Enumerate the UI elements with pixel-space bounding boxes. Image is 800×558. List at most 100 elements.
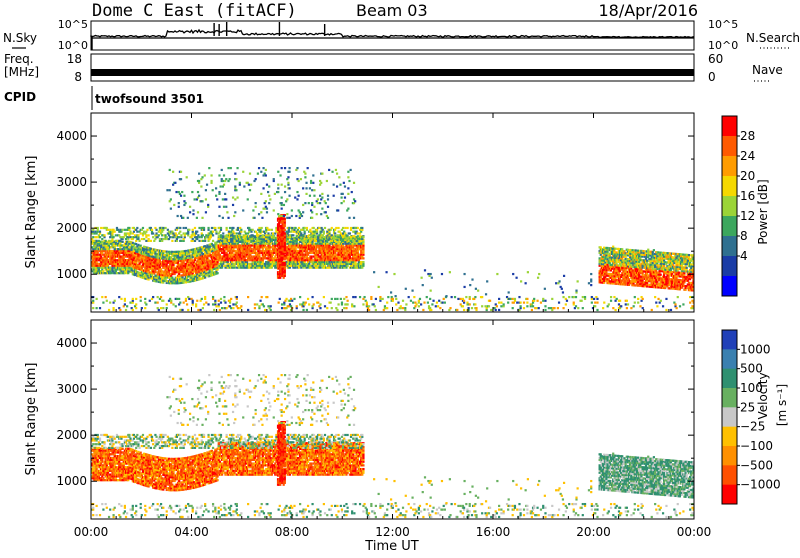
power-cell — [218, 238, 220, 240]
power-cell — [258, 167, 260, 169]
power-cell — [107, 229, 109, 231]
power-cell — [281, 307, 283, 309]
power-cell — [488, 305, 490, 307]
power-cell — [155, 229, 157, 231]
power-cell — [347, 303, 349, 305]
power-cell — [183, 227, 185, 229]
power-cell — [249, 173, 251, 175]
power-cell — [157, 302, 159, 304]
power-cell — [304, 176, 306, 178]
power-cell — [192, 238, 194, 240]
power-cell — [109, 302, 111, 304]
power-cell — [161, 270, 163, 272]
power-cell — [345, 234, 347, 236]
power-cell — [302, 211, 304, 213]
power-cell — [471, 307, 473, 309]
power-cell — [204, 174, 206, 176]
power-cell — [420, 303, 422, 305]
power-cell — [319, 195, 321, 197]
power-cell — [172, 171, 174, 173]
power-cell — [395, 298, 397, 300]
power-cell — [285, 298, 287, 300]
power-cell — [548, 307, 550, 309]
power-cell — [349, 232, 351, 234]
power-cell — [526, 302, 528, 304]
power-cell — [182, 217, 184, 219]
power-cell — [136, 227, 138, 229]
power-cell — [119, 309, 121, 311]
power-cell — [299, 296, 301, 298]
power-cell — [326, 180, 328, 182]
power-cell — [212, 296, 214, 298]
power-cell — [236, 167, 238, 169]
power-cell — [180, 234, 182, 236]
power-cell — [348, 236, 350, 238]
sky-right-tick-bottom: 10^0 — [708, 39, 738, 52]
power-cell — [278, 215, 280, 217]
power-cell — [192, 229, 194, 231]
power-cell — [462, 305, 464, 307]
power-cell — [288, 167, 290, 169]
power-cell — [295, 215, 297, 217]
power-cell — [126, 305, 128, 307]
power-cell — [284, 229, 286, 231]
power-cell — [311, 217, 313, 219]
power-cell — [195, 303, 197, 305]
power-cell — [230, 307, 232, 309]
power-cell — [540, 302, 542, 304]
power-cell — [223, 206, 225, 208]
power-cell — [296, 305, 298, 307]
power-cell — [265, 169, 267, 171]
power-cell — [205, 234, 207, 236]
power-cell — [242, 209, 244, 211]
power-cell — [294, 196, 296, 198]
power-cell — [296, 198, 298, 200]
power-cell — [296, 191, 298, 193]
power-cell — [260, 193, 262, 195]
power-cell — [184, 202, 186, 204]
freq-band — [91, 69, 694, 76]
power-cell — [179, 302, 181, 304]
freq-tick-top: 18 — [67, 52, 82, 66]
power-cell — [315, 240, 317, 242]
power-cell — [225, 206, 227, 208]
power-cell — [198, 240, 200, 242]
power-cell — [92, 300, 94, 302]
power-cell — [362, 261, 364, 263]
power-cell — [557, 307, 559, 309]
power-cell — [307, 167, 309, 169]
power-cell — [226, 227, 228, 229]
power-cell — [475, 307, 477, 309]
power-cell — [141, 238, 143, 240]
power-cell — [347, 227, 349, 229]
power-cell — [319, 303, 321, 305]
power-cell — [166, 189, 168, 191]
power-cell — [250, 184, 252, 186]
power-cell — [313, 189, 315, 191]
power-cell — [342, 227, 344, 229]
power-cell — [194, 227, 196, 229]
power-cell — [495, 309, 497, 311]
power-cell — [408, 296, 410, 298]
power-cell — [288, 187, 290, 189]
power-cell — [422, 309, 424, 311]
power-cell — [350, 227, 352, 229]
power-cell — [234, 198, 236, 200]
power-cell — [240, 229, 242, 231]
power-cell — [318, 227, 320, 229]
power-cell — [313, 195, 315, 197]
power-cell — [386, 302, 388, 304]
power-cell — [284, 255, 286, 257]
power-cell — [298, 227, 300, 229]
power-cell — [449, 307, 451, 309]
power-cell — [509, 298, 511, 300]
power-cell — [348, 180, 350, 182]
power-cell — [514, 298, 516, 300]
power-cell — [185, 227, 187, 229]
power-cell — [310, 255, 312, 257]
power-cell — [405, 303, 407, 305]
power-cell — [341, 302, 343, 304]
power-cell — [268, 195, 270, 197]
power-cell — [201, 200, 203, 202]
power-cell — [436, 302, 438, 304]
